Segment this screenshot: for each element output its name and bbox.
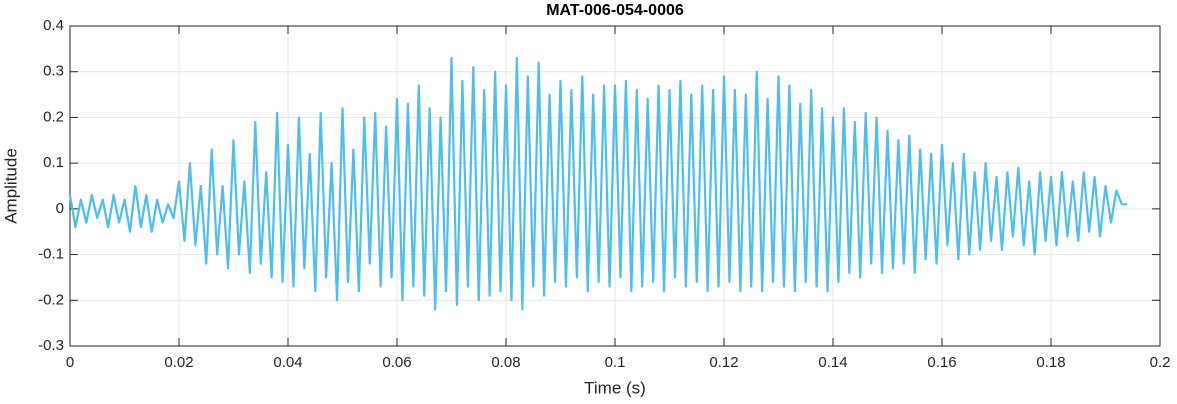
y-axis-label: Amplitude — [1, 148, 20, 224]
y-tick-label: 0.1 — [43, 154, 64, 171]
x-tick-label: 0.18 — [1036, 354, 1065, 371]
x-tick-label: 0.02 — [164, 354, 193, 371]
waveform-line — [68, 56, 1128, 311]
x-axis-label: Time (s) — [584, 378, 646, 397]
chart-title: MAT-006-054-0006 — [546, 2, 684, 19]
y-tick-label: -0.2 — [38, 291, 64, 308]
y-tick-label: -0.1 — [38, 246, 64, 263]
y-tick-label: -0.3 — [38, 337, 64, 354]
x-tick-label: 0.04 — [273, 354, 302, 371]
y-tick-label: 0.3 — [43, 63, 64, 80]
plot-box — [69, 25, 1161, 347]
x-tick-label: 0.14 — [818, 354, 847, 371]
y-tick-label: 0.2 — [43, 108, 64, 125]
x-tick-label: 0.16 — [927, 354, 956, 371]
x-tick-label: 0.2 — [1150, 354, 1171, 371]
x-tick-label: 0.06 — [382, 354, 411, 371]
x-tick-label: 0.08 — [491, 354, 520, 371]
y-tick-label: 0 — [56, 200, 64, 217]
x-tick-label: 0 — [66, 354, 74, 371]
x-tick-label: 0.12 — [709, 354, 738, 371]
y-tick-label: 0.4 — [43, 17, 64, 34]
x-tick-label: 0.1 — [605, 354, 626, 371]
